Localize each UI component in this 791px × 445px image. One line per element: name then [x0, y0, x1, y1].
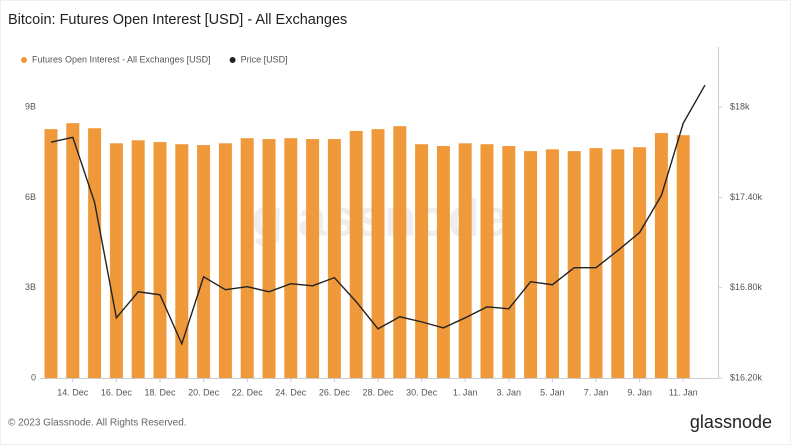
legend-label: Price [USD] — [241, 54, 288, 64]
y-tick-label: 3B — [25, 282, 36, 292]
bar — [197, 145, 211, 378]
bar — [349, 130, 363, 378]
x-tick-label: 1. Jan — [453, 387, 478, 397]
bar — [44, 129, 58, 378]
bar — [327, 139, 341, 378]
x-tick-label: 24. Dec — [275, 387, 307, 397]
x-tick-label: 28. Dec — [362, 387, 394, 397]
bar — [371, 129, 385, 378]
bar — [218, 143, 232, 378]
bar — [240, 138, 254, 378]
bar — [66, 123, 80, 378]
bar — [393, 126, 407, 378]
bar — [306, 139, 320, 378]
bar — [545, 149, 559, 378]
footer: © 2023 Glassnode. All Rights Reserved. — [8, 418, 187, 429]
bar — [262, 139, 276, 378]
y2-tick-label: $16.80k — [730, 282, 763, 292]
x-tick-label: 20. Dec — [188, 387, 220, 397]
x-tick-label: 11. Jan — [669, 387, 698, 397]
brand: glassnode — [690, 412, 772, 432]
bar — [175, 144, 189, 378]
x-tick-label: 7. Jan — [584, 387, 609, 397]
legend-marker — [21, 57, 27, 63]
x-tick-label: 3. Jan — [497, 387, 522, 397]
x-tick-label: 5. Jan — [540, 387, 565, 397]
x-tick-label: 18. Dec — [144, 387, 176, 397]
x-tick-label: 26. Dec — [319, 387, 351, 397]
y2-tick-label: $16.20k — [730, 372, 763, 382]
bar — [567, 151, 581, 378]
bar — [436, 145, 450, 378]
legend-marker — [229, 57, 236, 63]
bar — [611, 149, 625, 378]
bar — [109, 143, 123, 378]
legend-label: Futures Open Interest - All Exchanges [U… — [32, 54, 211, 64]
bar — [633, 147, 647, 378]
y2-tick-label: $18k — [730, 102, 750, 112]
bar — [131, 140, 145, 378]
chart-title: Bitcoin: Futures Open Interest [USD] - A… — [8, 12, 347, 28]
bar — [676, 135, 690, 378]
x-tick-label: 22. Dec — [232, 387, 264, 397]
y2-tick-label: $17.40k — [730, 192, 763, 202]
bar — [153, 142, 167, 378]
x-tick-label: 14. Dec — [57, 387, 89, 397]
x-tick-label: 30. Dec — [406, 387, 438, 397]
y-tick-label: 0 — [31, 372, 36, 382]
price-line — [50, 84, 706, 346]
bar — [88, 128, 102, 378]
bar — [415, 144, 429, 378]
bar — [480, 144, 494, 378]
x-tick-label: 9. Jan — [627, 387, 652, 397]
y-tick-label: 9B — [25, 102, 36, 112]
bar — [589, 148, 603, 378]
bar — [654, 133, 668, 378]
y-tick-label: 6B — [25, 192, 36, 202]
bar — [458, 143, 472, 378]
x-tick-label: 16. Dec — [101, 387, 133, 397]
bar — [524, 151, 538, 378]
bar — [502, 145, 516, 378]
bar — [284, 138, 298, 378]
